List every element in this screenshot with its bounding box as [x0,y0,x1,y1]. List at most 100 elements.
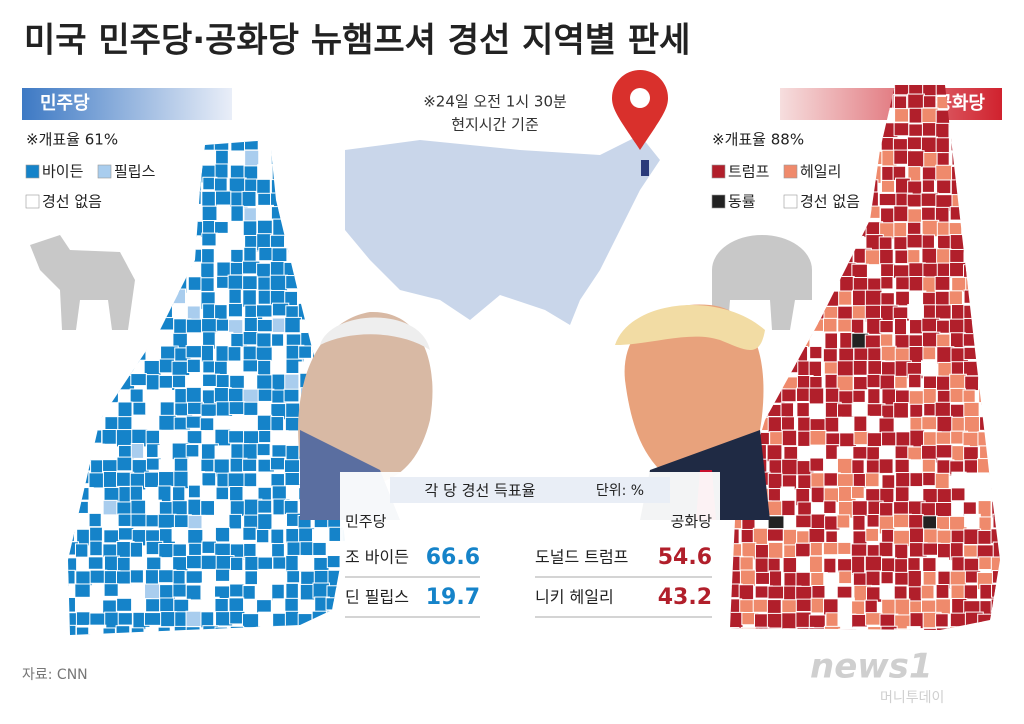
county [935,431,952,445]
county [272,218,291,238]
county [992,263,1000,281]
county [91,641,109,654]
county [781,388,797,403]
county [158,471,177,487]
county [227,302,243,318]
county [298,246,318,266]
county [796,179,812,194]
county [90,415,107,432]
county [963,206,979,225]
county [132,304,149,322]
county [895,290,911,307]
county [950,304,966,321]
county [76,443,95,457]
county [215,345,230,363]
county [187,276,202,291]
county [797,303,813,321]
county [215,568,231,582]
county [68,332,81,346]
county [978,388,998,406]
county [341,639,357,656]
county [823,234,838,250]
county [864,472,880,488]
county [794,345,809,362]
county [199,417,215,432]
county [978,346,995,364]
county [68,499,74,517]
county [935,613,949,628]
results-title: 각 당 경선 득표율 [425,482,536,500]
county [739,556,754,571]
county [171,527,188,542]
county [949,234,968,253]
county [300,235,318,253]
county [325,597,341,611]
legend-swatch [97,164,112,179]
vote-share: 66.6 [426,545,480,570]
county [228,151,247,167]
title: 미국 민주당·공화당 뉴햄프셔 경선 지역별 판세 [24,21,690,61]
county [215,232,233,249]
county [185,148,200,164]
county [936,516,951,531]
county [68,401,78,418]
county [102,543,118,558]
county [781,429,798,447]
county [978,234,993,251]
county [185,345,204,359]
county [88,512,102,528]
county [730,528,740,545]
county [990,165,1000,182]
county [144,233,160,250]
county [256,599,272,614]
county [936,529,952,545]
county [739,149,754,164]
county [75,611,91,626]
county [880,276,894,290]
county [256,443,271,457]
county [117,612,133,626]
county [75,626,91,635]
county [144,192,162,209]
county [283,499,299,515]
county [979,416,998,431]
county [730,543,743,558]
county [257,513,273,531]
county [102,640,114,652]
county [865,570,881,587]
county [908,107,924,124]
county [797,501,813,517]
county [326,290,341,306]
county [115,625,131,635]
county [130,442,145,459]
vote-share: 54.6 [658,545,712,570]
county [991,319,1000,334]
county [228,177,247,194]
county [118,234,136,254]
county [73,403,92,418]
rep-label: 공화당 [935,93,985,114]
county [68,612,79,627]
county [962,191,977,210]
county [963,557,980,573]
county [228,401,246,416]
county [311,140,329,152]
county [838,290,853,306]
county [878,458,894,474]
county [880,292,895,306]
county [934,304,952,320]
county [992,234,1000,252]
county [978,556,993,571]
county [865,527,880,542]
county [298,275,313,294]
county [104,232,122,250]
county [963,360,980,377]
county [298,206,312,222]
county [131,233,145,252]
county [767,191,784,211]
county [730,627,740,630]
county [116,140,135,154]
county [990,598,1000,613]
county [269,234,286,248]
county [284,191,300,210]
